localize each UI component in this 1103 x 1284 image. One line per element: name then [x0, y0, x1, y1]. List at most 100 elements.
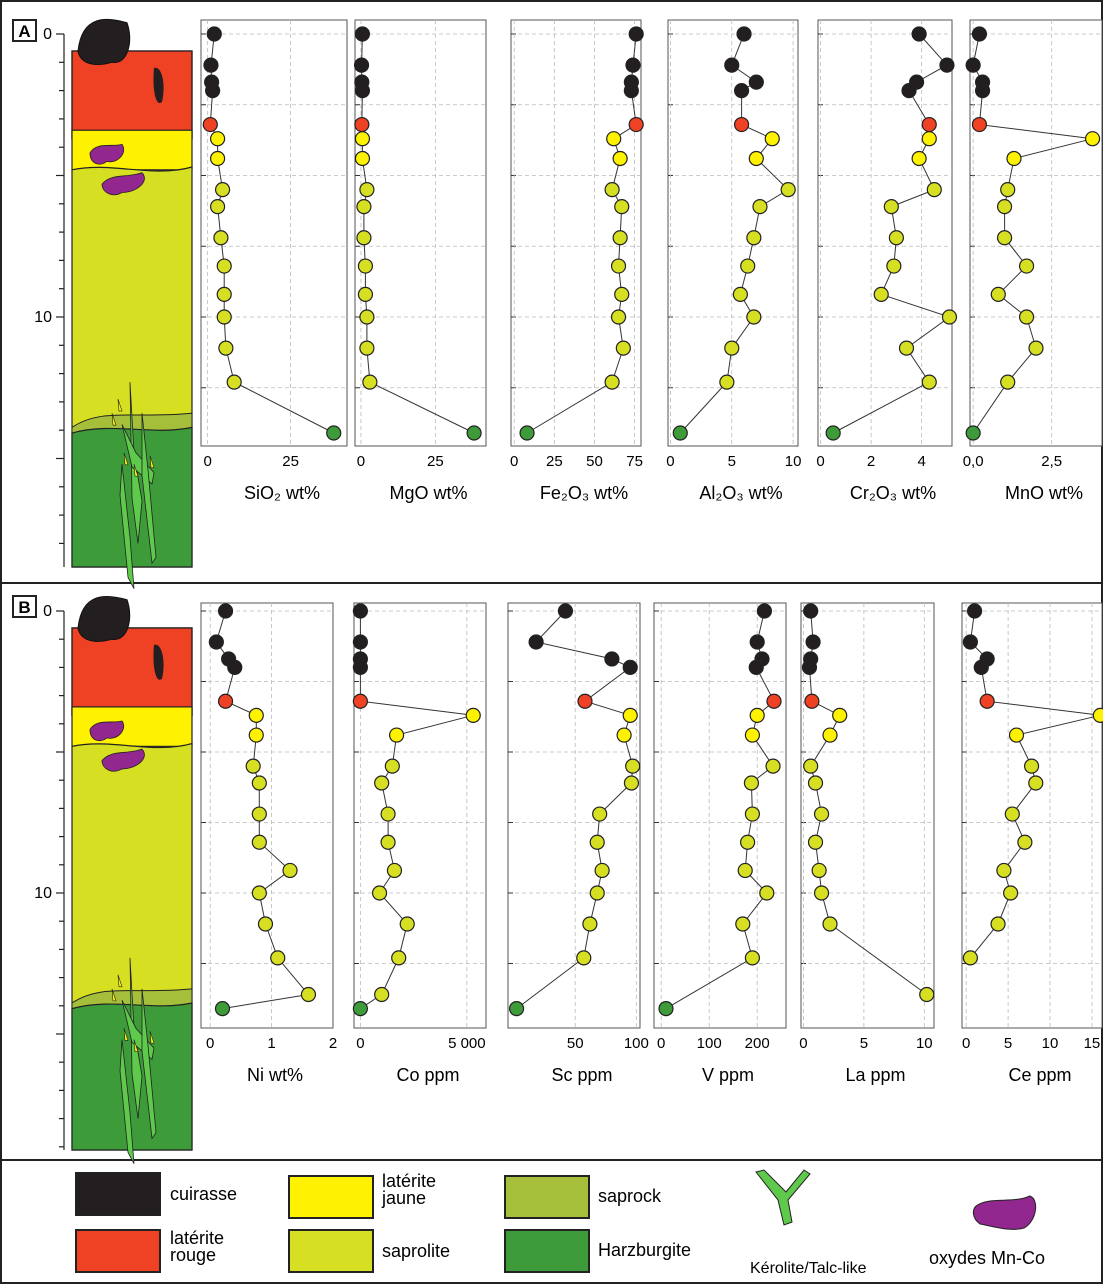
data-point-laterite_jaune	[612, 150, 628, 167]
data-point-cuirasse	[974, 82, 991, 99]
data-point-saprolite	[1028, 775, 1044, 791]
x-tick-label: 15	[1084, 1035, 1101, 1052]
data-point-saprolite	[1000, 182, 1016, 198]
data-point-harzburgite	[326, 425, 342, 441]
chart-6: 0 1 2 Ni wt%	[200, 602, 337, 1085]
data-point-saprolite	[359, 182, 375, 198]
laterite-rouge-layer	[71, 50, 193, 140]
data-point-harzburgite	[352, 1001, 368, 1017]
data-point-laterite_rouge	[202, 116, 218, 133]
data-point-cuirasse	[756, 603, 773, 619]
legend-label: latérite	[382, 1171, 436, 1191]
data-point-saprolite	[873, 286, 889, 302]
jaune-vein	[149, 1031, 155, 1044]
data-point-laterite_jaune	[465, 707, 481, 723]
legend-swatch-laterite_jaune	[288, 1175, 374, 1219]
data-point-saprolite	[604, 182, 620, 198]
data-point-saprolite	[592, 806, 608, 822]
legend-item-harzburgite: Harzburgite	[504, 1229, 691, 1273]
data-point-cuirasse	[352, 603, 368, 619]
data-point-saprolite	[209, 199, 226, 215]
legend-label: rouge	[170, 1245, 216, 1265]
depth-label-0: 0	[43, 603, 52, 620]
data-point-saprolite	[245, 758, 261, 774]
data-point-cuirasse	[803, 603, 819, 619]
data-point-laterite_jaune	[354, 150, 371, 167]
data-point-cuirasse	[227, 659, 243, 676]
data-point-cuirasse	[971, 26, 988, 42]
data-point-cuirasse	[966, 603, 983, 619]
data-point-saprolite	[1023, 758, 1040, 774]
chart-7: 0 5 000 Co ppm	[352, 602, 487, 1085]
data-point-saprolite	[746, 230, 762, 246]
x-axis-label: Al₂O₃ wt%	[699, 483, 782, 503]
data-point-saprolite	[724, 340, 740, 356]
jaune-vein	[111, 413, 117, 426]
data-point-laterite_jaune	[354, 131, 371, 147]
data-point-laterite_jaune	[606, 131, 622, 147]
data-point-saprolite	[594, 862, 610, 879]
data-point-saprolite	[765, 758, 781, 774]
legend-swatch-saprolite	[288, 1229, 374, 1273]
x-tick-label: 10	[916, 1035, 933, 1052]
plot-frame	[200, 602, 334, 1029]
jaune-vein	[133, 464, 139, 477]
legend: cuirasselatériterougelatéritejaunesaprol…	[75, 1169, 1045, 1277]
x-tick-label: 0,0	[963, 453, 984, 470]
data-point-laterite_rouge	[766, 693, 782, 709]
profile-column-b: 0 10	[34, 595, 193, 1164]
data-point-harzburgite	[658, 1001, 674, 1017]
kerolite-vein	[119, 464, 135, 589]
kerolite-vein	[141, 413, 157, 565]
x-tick-label: 200	[745, 1035, 770, 1052]
data-point-laterite_jaune	[822, 727, 838, 743]
data-point-saprolite	[610, 258, 627, 274]
data-point-cuirasse	[354, 82, 371, 99]
data-point-saprolite	[888, 230, 904, 246]
x-axis-label: Cr₂O₃ wt%	[850, 483, 936, 503]
data-point-saprolite	[614, 199, 630, 215]
data-point-cuirasse	[805, 634, 821, 650]
profile-line	[679, 33, 790, 434]
x-tick-label: 5	[1004, 1035, 1012, 1052]
legend-item-saprolite: saprolite	[288, 1229, 450, 1273]
data-point-saprolite	[356, 230, 372, 246]
data-point-saprolite	[251, 806, 267, 822]
chart-10: 0 5 10 La ppm	[799, 602, 935, 1085]
data-point-saprolite	[374, 986, 390, 1003]
data-point-saprolite	[743, 775, 760, 791]
data-point-laterite_jaune	[921, 131, 937, 147]
x-tick-label: 0	[816, 453, 824, 470]
data-point-laterite_rouge	[628, 116, 644, 133]
x-tick-label: 0	[666, 453, 674, 470]
data-point-saprolite	[357, 258, 374, 274]
mn-co-oxyde-lens	[101, 748, 145, 772]
data-point-saprolite	[962, 950, 978, 966]
data-point-cuirasse	[528, 634, 544, 650]
jaune-vein	[123, 452, 129, 466]
data-point-saprolite	[582, 916, 598, 932]
legend-label: latérite	[170, 1228, 224, 1248]
data-point-saprolite	[604, 374, 620, 390]
data-point-saprolite	[1018, 309, 1035, 325]
data-point-harzburgite	[466, 425, 482, 441]
plot-frame	[667, 19, 799, 447]
cuirasse-nodule	[153, 644, 164, 680]
data-point-saprolite	[813, 806, 830, 822]
depth-label-10: 10	[34, 885, 52, 902]
plot-frame	[507, 602, 641, 1029]
data-point-saprolite	[813, 885, 830, 901]
data-point-saprolite	[216, 309, 232, 325]
legend-label: cuirasse	[170, 1184, 237, 1204]
data-point-laterite_jaune	[209, 150, 226, 167]
data-point-saprolite	[614, 286, 630, 302]
x-axis-label: Fe₂O₃ wt%	[540, 483, 628, 503]
data-point-saprolite	[300, 986, 317, 1003]
data-point-cuirasse	[604, 651, 620, 667]
legend-item-cuirasse: cuirasse	[75, 1172, 237, 1216]
data-point-laterite_rouge	[577, 693, 593, 709]
data-point-saprolite	[759, 885, 775, 901]
data-point-laterite_jaune	[388, 727, 405, 743]
data-point-saprolite	[356, 199, 372, 215]
